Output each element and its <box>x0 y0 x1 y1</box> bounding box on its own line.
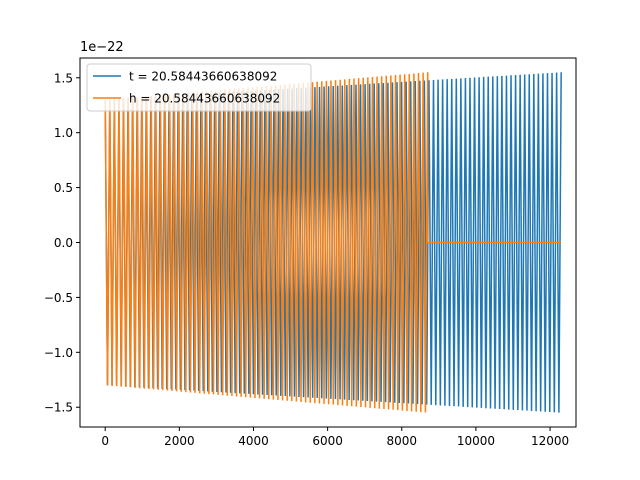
y-tick-label: 0.5 <box>54 181 73 195</box>
y-tick-label: 0.0 <box>54 236 73 250</box>
legend-label: h = 20.58443660638092 <box>129 92 280 106</box>
y-tick-label: 1.0 <box>54 126 73 140</box>
y-tick-label: 1.5 <box>54 71 73 85</box>
legend: t = 20.58443660638092 h = 20.584436606380… <box>86 63 312 112</box>
y-tick-label: −1.5 <box>44 401 73 415</box>
x-axis: 0 2000 4000 6000 8000 10000 12000 <box>101 427 569 448</box>
legend-label: t = 20.58443660638092 <box>129 70 277 84</box>
y-tick-label: −1.0 <box>44 346 73 360</box>
y-tick-label: −0.5 <box>44 291 73 305</box>
y-axis: −1.5 −1.0 −0.5 0.0 0.5 1.0 1.5 <box>44 71 80 415</box>
x-tick-label: 6000 <box>312 434 343 448</box>
x-tick-label: 10000 <box>457 434 495 448</box>
x-tick-label: 2000 <box>164 434 195 448</box>
y-scale-offset-label: 1e−22 <box>80 40 124 55</box>
x-tick-label: 12000 <box>531 434 569 448</box>
x-tick-label: 8000 <box>386 434 417 448</box>
legend-box <box>86 63 312 112</box>
series-layer <box>104 72 562 413</box>
series-line-2 <box>104 72 562 413</box>
x-tick-label: 4000 <box>238 434 269 448</box>
x-tick-label: 0 <box>101 434 109 448</box>
